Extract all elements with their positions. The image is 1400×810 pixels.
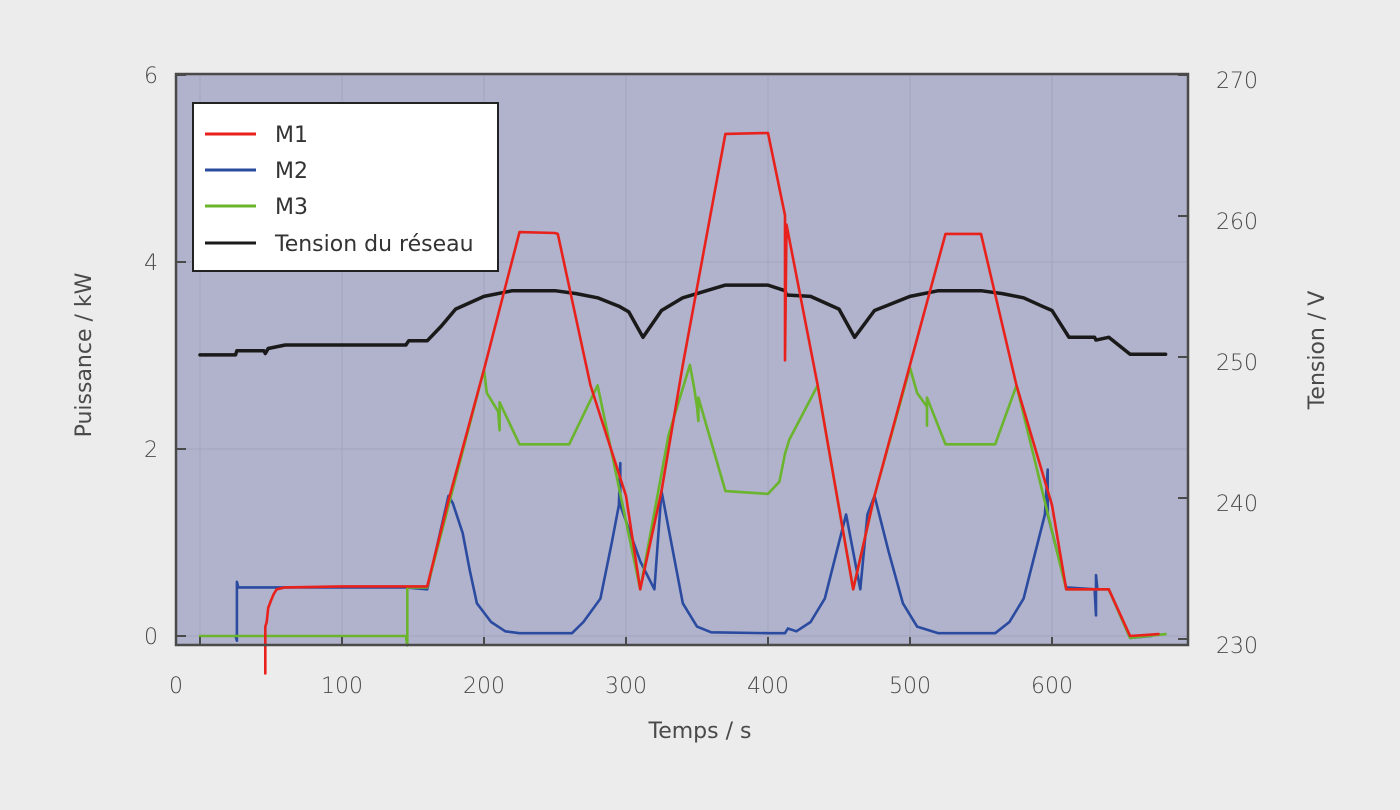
x-tick-label: 0 xyxy=(169,674,183,699)
axis-ticks xyxy=(176,74,1188,645)
legend-label: M1 xyxy=(275,123,308,148)
series-layer xyxy=(198,131,1168,675)
x-tick-label: 600 xyxy=(1031,674,1073,699)
x-tick-label: 300 xyxy=(605,674,647,699)
legend-label: Tension du réseau xyxy=(274,232,474,257)
y2-axis-title: Tension / V xyxy=(1305,291,1330,411)
series-line-tension-du-r-seau xyxy=(198,283,1168,357)
x-tick-label: 200 xyxy=(463,674,505,699)
y2-tick-label: 260 xyxy=(1216,210,1258,235)
y-tick-label: 0 xyxy=(144,625,158,650)
legend-item-m1: M1 xyxy=(205,123,308,148)
legend-label: M2 xyxy=(275,159,308,184)
y2-tick-label: 250 xyxy=(1216,351,1258,376)
y2-tick-label: 240 xyxy=(1216,492,1258,517)
legend-item-tension: Tension du réseau xyxy=(205,232,474,257)
y-axis-title: Puissance / kW xyxy=(72,272,97,437)
y-tick-label: 4 xyxy=(144,251,158,276)
legend: M1 M2 M3 Tension du réseau xyxy=(192,102,499,272)
x-tick-label: 100 xyxy=(321,674,363,699)
plot-frame xyxy=(174,72,1190,647)
x-tick-label: 400 xyxy=(747,674,789,699)
x-tick-label: 500 xyxy=(889,674,931,699)
x-axis-tick-labels: 0 100 200 300 400 500 600 xyxy=(169,674,1073,699)
y-tick-label: 2 xyxy=(144,438,158,463)
legend-item-m2: M2 xyxy=(205,159,308,184)
y2-tick-label: 230 xyxy=(1216,634,1258,659)
y2-axis-tick-labels: 230 240 250 260 270 xyxy=(1216,69,1258,659)
x-axis-title: Temps / s xyxy=(648,719,752,744)
series-line-m1 xyxy=(263,131,1160,675)
y-axis-tick-labels: 0 2 4 6 xyxy=(144,64,158,650)
y2-tick-label: 270 xyxy=(1216,69,1258,94)
legend-label: M3 xyxy=(275,195,308,220)
legend-item-m3: M3 xyxy=(205,195,308,220)
y-tick-label: 6 xyxy=(144,64,158,89)
